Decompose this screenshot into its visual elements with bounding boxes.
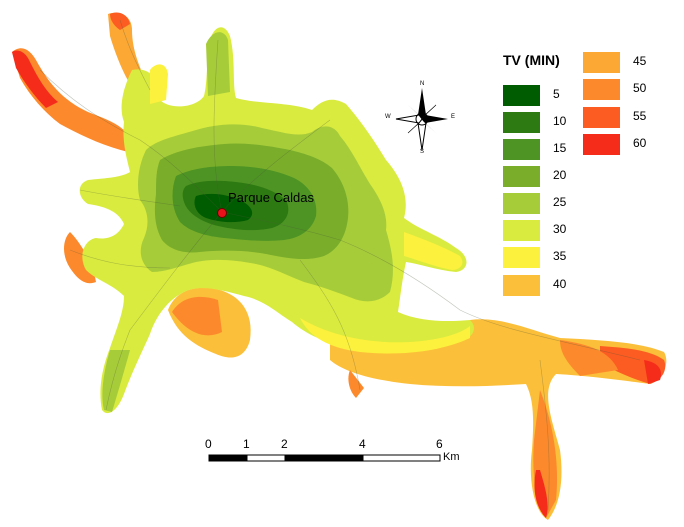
- scale-tick-label: 1: [243, 437, 250, 451]
- legend-label: 30: [553, 222, 567, 236]
- legend-label: 60: [633, 136, 647, 150]
- legend-item: 55: [583, 107, 684, 129]
- legend-item: 10: [503, 112, 623, 134]
- legend-item: 40: [503, 275, 623, 297]
- legend-swatch: [503, 85, 540, 106]
- legend-item: 20: [503, 166, 623, 188]
- legend-label: 40: [553, 277, 567, 291]
- legend-swatch: [583, 52, 620, 73]
- legend-item: 45: [583, 52, 684, 74]
- scale-tick-label: 2: [281, 437, 288, 451]
- north-arrow-icon: [395, 88, 448, 151]
- legend-label: 5: [553, 87, 560, 101]
- legend-swatch: [583, 79, 620, 100]
- legend-swatch: [503, 220, 540, 241]
- compass-w-label: W: [385, 114, 391, 120]
- parque-caldas-marker: [217, 208, 227, 218]
- legend-swatch: [503, 193, 540, 214]
- legend-item: 35: [503, 247, 623, 269]
- legend-label: 55: [633, 109, 647, 123]
- legend-swatch: [583, 134, 620, 155]
- zone-inner: [138, 124, 393, 302]
- legend-label: 35: [553, 249, 567, 263]
- scale-tick-label: 0: [205, 437, 212, 451]
- compass-n-label: N: [420, 81, 425, 87]
- zone-outer: [12, 12, 667, 520]
- legend-item: 15: [503, 139, 623, 161]
- legend-label: 45: [633, 54, 647, 68]
- legend-swatch: [503, 247, 540, 268]
- legend-swatch: [503, 166, 540, 187]
- legend-swatch: [503, 275, 540, 296]
- legend-swatch: [503, 139, 540, 160]
- legend-label: 15: [553, 141, 567, 155]
- compass-s-label: S: [420, 149, 425, 155]
- scale-unit-label: Km: [443, 451, 460, 463]
- legend-item: 60: [583, 134, 684, 156]
- legend-swatch: [583, 107, 620, 128]
- legend-label: 50: [633, 81, 647, 95]
- legend-label: 20: [553, 168, 567, 182]
- legend-item: 5: [503, 85, 623, 107]
- road-network: [39, 19, 641, 511]
- legend-item: 50: [583, 79, 684, 101]
- legend-item: 30: [503, 220, 623, 242]
- legend-title: TV (MIN): [503, 52, 560, 68]
- place-label: Parque Caldas: [228, 190, 314, 205]
- legend-label: 25: [553, 195, 567, 209]
- scale-tick-label: 4: [359, 437, 366, 451]
- legend-swatch: [503, 112, 540, 133]
- scale-tick-label: 6: [436, 437, 443, 451]
- compass-e-label: E: [451, 114, 456, 120]
- legend-item: 25: [503, 193, 623, 215]
- legend-label: 10: [553, 114, 567, 128]
